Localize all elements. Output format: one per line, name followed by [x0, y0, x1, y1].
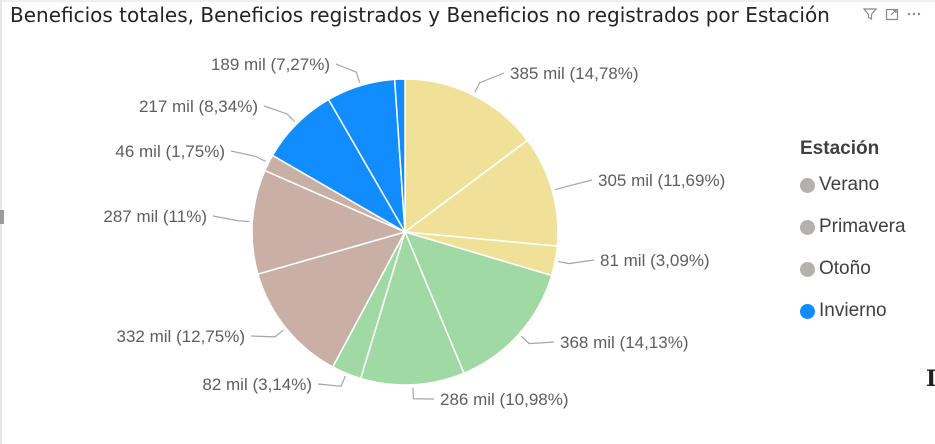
data-label: 217 mil (8,34%) [139, 97, 258, 116]
legend-item-otono[interactable]: Otoño [800, 248, 906, 290]
leader-line [520, 335, 555, 345]
visual-header-icons [862, 6, 922, 24]
pie-slice-primavera-5[interactable] [359, 229, 465, 386]
legend-swatch-icon [800, 219, 815, 235]
pie-slices [251, 78, 559, 386]
filter-icon[interactable] [862, 6, 878, 22]
leader-line [412, 387, 435, 400]
leader-line [263, 105, 296, 123]
leader-line [317, 375, 346, 387]
legend-label: Primavera [819, 216, 906, 237]
visual-top-border [0, 0, 935, 2]
leader-line [212, 215, 250, 223]
data-labels: 385 mil (14,78%) 305 mil (11,69%) 81 mil (… [103, 55, 725, 409]
leader-line [230, 150, 267, 163]
pie-slice-otono-7[interactable] [256, 230, 407, 368]
data-label: 305 mil (11,69%) [598, 171, 725, 190]
data-label: 332 mil (12,75%) [116, 327, 245, 346]
leader-lines [212, 63, 595, 400]
legend-item-invierno[interactable]: Invierno [800, 290, 906, 332]
more-options-icon[interactable] [906, 6, 922, 22]
data-label: 287 mil (11%) [103, 207, 207, 226]
pie-slice-otono-8[interactable] [251, 169, 408, 275]
legend: Estación Verano Primavera Otoño Invierno [800, 138, 906, 332]
resize-handle[interactable] [0, 210, 4, 224]
chart-title: Beneficios totales, Beneficios registrad… [10, 3, 830, 27]
pie-slice-invierno-12[interactable] [393, 78, 406, 233]
leader-line [474, 72, 505, 93]
data-label: 368 mil (14,13%) [560, 333, 689, 352]
leader-line [335, 63, 361, 83]
data-label: 189 mil (7,27%) [211, 55, 330, 74]
data-label: 286 mil (10,98%) [440, 390, 569, 409]
legend-item-verano[interactable]: Verano [800, 164, 906, 206]
legend-label: Verano [819, 174, 880, 195]
data-label: 82 mil (3,14%) [202, 375, 312, 394]
cropped-adjacent-text: I [926, 366, 935, 392]
leader-line [558, 259, 595, 265]
legend-label: Invierno [819, 300, 887, 321]
legend-label: Otoño [819, 258, 871, 279]
pie-slice-verano-2[interactable] [402, 139, 559, 247]
focus-mode-icon[interactable] [884, 6, 900, 22]
leader-line [554, 179, 593, 191]
pie-slice-verano-1[interactable] [404, 78, 529, 234]
legend-item-primavera[interactable]: Primavera [800, 206, 906, 248]
legend-swatch-icon [800, 303, 815, 319]
data-label: 385 mil (14,78%) [510, 64, 639, 83]
data-label: 46 mil (1,75%) [115, 142, 225, 161]
legend-title: Estación [800, 138, 880, 159]
pie-slice-primavera-4[interactable] [403, 230, 553, 375]
leader-line [250, 329, 284, 338]
legend-swatch-icon [800, 177, 815, 193]
legend-swatch-icon [800, 261, 815, 277]
data-label: 81 mil (3,09%) [600, 251, 710, 270]
